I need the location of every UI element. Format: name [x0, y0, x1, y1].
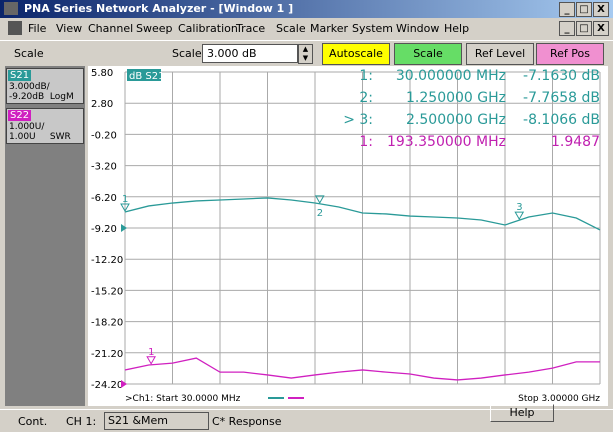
start-label: >Ch1: Start 30.0000 MHz — [125, 394, 241, 404]
menu-item[interactable]: Scale — [276, 22, 306, 35]
doc-button[interactable]: _ — [559, 21, 575, 36]
doc-button[interactable]: □ — [576, 21, 592, 36]
doc-icon — [8, 21, 22, 35]
readout-freq: 2.500000 GHz — [406, 112, 506, 128]
y-label: -18.20 — [91, 318, 123, 329]
menu-item[interactable]: System — [352, 22, 394, 35]
window-button[interactable]: _ — [559, 2, 575, 17]
readout-value: -7.7658 dB — [523, 90, 600, 106]
y-label: -12.20 — [91, 255, 123, 266]
readout-freq: 193.350000 MHz — [387, 134, 506, 150]
help-button[interactable]: Help — [490, 404, 554, 422]
menu-item[interactable]: Marker — [310, 22, 349, 35]
marker — [314, 195, 325, 204]
status-channel: CH 1: — [66, 415, 97, 428]
menu-item[interactable]: Sweep — [136, 22, 173, 35]
status-response: C* Response — [212, 415, 282, 428]
y-label: -0.20 — [91, 130, 117, 141]
trace — [124, 197, 601, 231]
marker — [514, 211, 525, 221]
channel-scale: 1.000U/ — [9, 122, 45, 132]
status-bar: Cont. CH 1: S21 &Mem C* Response — [0, 409, 613, 432]
channel-name: S22 — [8, 110, 32, 121]
toolbar-button[interactable]: Scale — [394, 43, 462, 65]
toolbar-button[interactable]: Autoscale — [322, 43, 390, 65]
menu-bar: _ □ X File View Channel Sweep Calibration Trace S… — [0, 18, 613, 38]
trace-label-box — [127, 69, 161, 81]
toolbar-button[interactable]: Ref Level — [466, 43, 534, 65]
channel-name: S21 — [8, 70, 32, 81]
y-label: -24.20 — [91, 380, 123, 391]
field-label: Scale — [172, 47, 202, 60]
menu-item[interactable]: File — [28, 22, 47, 35]
plot: 5.80 2.80 -0.20 -3.20 -6.20 -9.20 -12.20 -15.20… — [91, 68, 601, 404]
channel-box — [6, 68, 84, 104]
toolbar-name: Scale — [14, 47, 44, 60]
doc-button[interactable]: X — [593, 21, 609, 36]
y-label: 5.80 — [91, 68, 113, 79]
readout-marker: 2: — [359, 90, 373, 106]
menu-item[interactable]: Window — [396, 22, 440, 35]
marker-label: 1 — [148, 347, 154, 358]
y-label: -15.20 — [91, 286, 123, 297]
y-label: -9.20 — [91, 224, 117, 235]
y-label: -6.20 — [91, 193, 117, 204]
trace-label: dB S21 — [129, 71, 164, 82]
marker — [146, 356, 156, 365]
stop-label: Stop 3.00000 GHz — [518, 394, 600, 404]
readout-marker: > 3: — [343, 112, 373, 128]
readout-marker: 1: — [359, 134, 373, 150]
app-icon — [4, 2, 18, 15]
menu-item[interactable]: View — [56, 22, 83, 35]
readout-value: -8.1066 dB — [523, 112, 600, 128]
window-title: PNA Series Network Analyzer - [Window 1 … — [24, 2, 294, 15]
marker-label: 3 — [516, 202, 522, 213]
marker-label: 2 — [317, 208, 323, 219]
title-bar: PNA Series Network Analyzer - [Window 1 … — [0, 0, 613, 18]
readout-freq: 30.000000 MHz — [396, 68, 506, 84]
readout-freq: 1.250000 GHz — [406, 90, 506, 106]
y-label: 2.80 — [91, 99, 113, 110]
scale-input[interactable]: 3.000 dB — [202, 44, 298, 63]
status-mode: Cont. — [18, 415, 48, 428]
status-measurement: S21 &Mem — [104, 412, 209, 430]
marker — [120, 203, 130, 212]
menu-item[interactable]: Trace — [236, 22, 266, 35]
marker-label: 1 — [122, 194, 128, 205]
y-label: -3.20 — [91, 162, 117, 173]
ref-arrow — [121, 380, 127, 388]
channel-scale: -9.20dB LogM — [9, 92, 74, 102]
plot-background — [88, 66, 608, 406]
channel-scale: 3.000dB/ — [9, 82, 50, 92]
window-button[interactable]: X — [593, 2, 609, 17]
readout-value: 1.9487 — [551, 134, 600, 150]
readout-marker: 1: — [359, 68, 373, 84]
spinner[interactable]: ▲ ▼ — [298, 44, 313, 64]
trace — [124, 357, 600, 381]
menu-item[interactable]: Help — [444, 22, 470, 35]
y-label: -21.20 — [91, 349, 123, 360]
window-button[interactable]: □ — [576, 2, 592, 17]
toolbar: Scale Scale 3.000 dB ▲ ▼ Autoscale Scale Re… — [0, 40, 613, 67]
menu-item[interactable]: Channel — [88, 22, 134, 35]
menu-item[interactable]: Calibration — [178, 22, 238, 35]
channel-scale: 1.00U SWR — [9, 132, 71, 142]
ref-arrow — [121, 224, 127, 232]
toolbar-button[interactable]: Ref Pos — [536, 43, 604, 65]
readout-value: -7.1630 dB — [523, 68, 600, 84]
